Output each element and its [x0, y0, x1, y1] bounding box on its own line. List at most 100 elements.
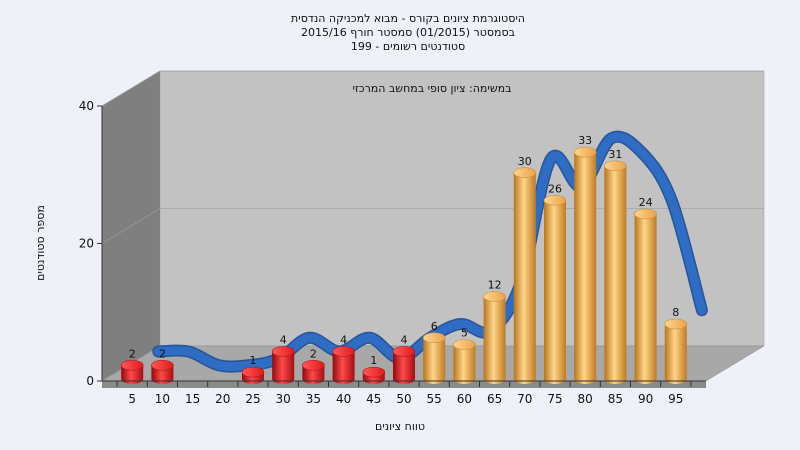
bar-body: [483, 296, 506, 384]
bar-body: [544, 200, 566, 384]
bar: [392, 346, 416, 384]
x-tick-label: 30: [276, 392, 291, 406]
curve-line: [153, 132, 707, 372]
x-tick-label: 65: [487, 392, 502, 406]
data-label: 5: [461, 327, 468, 340]
bar-cap: [634, 208, 657, 220]
x-tick-label: 95: [668, 392, 683, 406]
bar-body: [574, 152, 597, 384]
bar-body: [604, 165, 627, 384]
x-tick-label: 85: [608, 392, 623, 406]
x-axis-title: טווח ציונים: [375, 420, 425, 433]
chart-title-line-2: בסמסטר (01/2015) סמסטר חורף 2015/16: [301, 26, 515, 39]
data-label: 2: [310, 347, 317, 360]
x-tick-label: 50: [396, 392, 411, 406]
bar: [513, 167, 537, 384]
y-tick-label: 0: [86, 374, 94, 388]
x-tick-label: 5: [128, 392, 136, 406]
y-ticks: 0 20 40: [79, 99, 102, 388]
bar-cap: [241, 366, 265, 378]
bar-body: [453, 344, 476, 384]
x-tick-label: 20: [215, 392, 230, 406]
bar-cap: [664, 318, 688, 330]
bar-body: [664, 324, 687, 384]
data-label: 31: [608, 148, 622, 161]
chart-subtitle: במשימה: ציון סופי במחשב המרכזי: [352, 82, 511, 95]
bar-cap: [604, 160, 627, 172]
bar-cap: [573, 146, 597, 158]
distribution-curve: [152, 130, 708, 373]
x-tick-label: 40: [336, 392, 351, 406]
bar: [483, 291, 506, 384]
x-tick-label: 25: [245, 392, 260, 406]
bar: [453, 339, 476, 384]
x-tick-label: 70: [517, 392, 532, 406]
data-label: 2: [129, 347, 136, 360]
x-tick-label: 90: [638, 392, 653, 406]
data-label: 2: [159, 347, 166, 360]
data-label: 33: [578, 134, 592, 147]
bar-body: [302, 365, 325, 384]
y-axis-title: מספר סטודנטים: [34, 205, 47, 281]
bar: [422, 332, 446, 384]
bar-cap: [362, 366, 386, 378]
bar: [271, 346, 295, 384]
gridline-left-wall: [101, 208, 161, 244]
bar: [151, 359, 174, 384]
bar-cap: [543, 194, 567, 206]
bar-body: [393, 351, 415, 384]
x-tick-label: 75: [547, 392, 562, 406]
bar: [664, 318, 688, 384]
data-label: 4: [280, 334, 287, 347]
bar-cap: [120, 359, 144, 371]
data-label: 30: [518, 155, 532, 168]
bar: [604, 160, 627, 384]
data-label: 12: [488, 279, 502, 292]
bar-body: [423, 337, 446, 384]
bar-cap: [453, 339, 476, 350]
bar-body: [151, 365, 174, 384]
x-tick-label: 55: [427, 392, 442, 406]
bar-cap: [332, 346, 355, 357]
bars: [120, 146, 688, 384]
x-tick-label: 35: [306, 392, 321, 406]
bar-cap: [483, 291, 506, 302]
data-label: 1: [250, 354, 257, 367]
x-tick-label: 10: [155, 392, 170, 406]
bar-body: [332, 351, 355, 384]
data-label: 4: [401, 334, 408, 347]
bar-cap: [422, 332, 446, 344]
x-tick-label: 15: [185, 392, 200, 406]
bar-body: [634, 214, 657, 384]
bar: [634, 208, 657, 384]
data-label: 6: [431, 320, 438, 333]
bar-cap: [513, 167, 537, 179]
bar-body: [121, 365, 144, 384]
bar: [573, 146, 597, 384]
bar: [302, 359, 325, 384]
bar-cap: [151, 359, 174, 371]
gridline-left-wall: [101, 70, 161, 107]
x-ticks: 5 10 15 20 25 30 35 40 45 50 55 60 65 70 75 80 85 90 95: [116, 381, 692, 406]
bar-body: [513, 172, 536, 384]
x-tick-label: 45: [366, 392, 381, 406]
bar-cap: [392, 346, 416, 357]
data-label: 24: [639, 196, 653, 209]
bar-cap: [271, 346, 295, 357]
data-label: 4: [340, 334, 347, 347]
data-label: 26: [548, 182, 562, 195]
data-label: 8: [672, 306, 679, 319]
y-tick-label: 40: [79, 99, 94, 113]
chart-title-line-1: היסטוגרמת ציונים בקורס - מבוא למכניקה הנ…: [291, 12, 525, 25]
y-tick-label: 20: [79, 237, 94, 251]
bar-cap: [302, 359, 325, 371]
bar: [120, 359, 144, 384]
chart-title-line-3: 199 - סטודנטים רשומים: [351, 40, 465, 53]
x-tick-label: 80: [578, 392, 593, 406]
x-tick-label: 60: [457, 392, 472, 406]
data-label: 1: [370, 354, 377, 367]
bar: [543, 194, 567, 384]
